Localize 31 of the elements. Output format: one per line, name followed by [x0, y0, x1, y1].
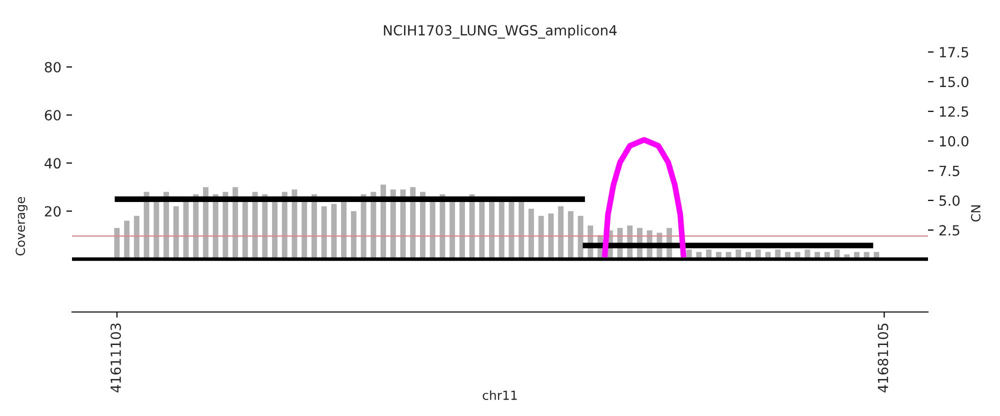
bar — [331, 204, 337, 260]
bar — [114, 228, 120, 260]
y-tick-label: 60 — [44, 110, 61, 120]
y2-tick-label: 10.0 — [940, 136, 968, 147]
bar — [578, 216, 584, 260]
y-axis-title: Coverage — [16, 196, 28, 256]
bar — [350, 211, 356, 260]
x-axis-title: chr11 — [482, 390, 517, 400]
bar — [183, 202, 189, 260]
bar — [558, 206, 564, 260]
y2-tick-label: 15.0 — [940, 76, 968, 88]
x-tick-label: 41681105 — [878, 324, 888, 392]
bar — [548, 214, 554, 260]
chart-title: NCIH1703_LUNG_WGS_amplicon4 — [384, 24, 617, 39]
bar — [538, 216, 544, 260]
y-tick-label: 40 — [44, 158, 61, 169]
y2-tick-label: 12.5 — [940, 106, 968, 117]
y-tick-label: 80 — [44, 62, 61, 72]
y2-tick-label: 2.5 — [939, 225, 960, 236]
bar — [321, 206, 327, 260]
y2-tick-label: 7.5 — [940, 166, 960, 176]
y2-tick-label: 17.5 — [940, 47, 968, 58]
y2-tick-label: 5.0 — [939, 195, 960, 206]
bar — [568, 211, 574, 260]
y-tick-label: 20 — [44, 206, 61, 217]
y2-axis-title: CN — [971, 205, 980, 222]
bar — [134, 216, 140, 260]
x-tick-label: 41611103 — [110, 324, 121, 392]
bar — [528, 208, 534, 260]
bar — [124, 220, 130, 260]
bar — [173, 206, 179, 260]
